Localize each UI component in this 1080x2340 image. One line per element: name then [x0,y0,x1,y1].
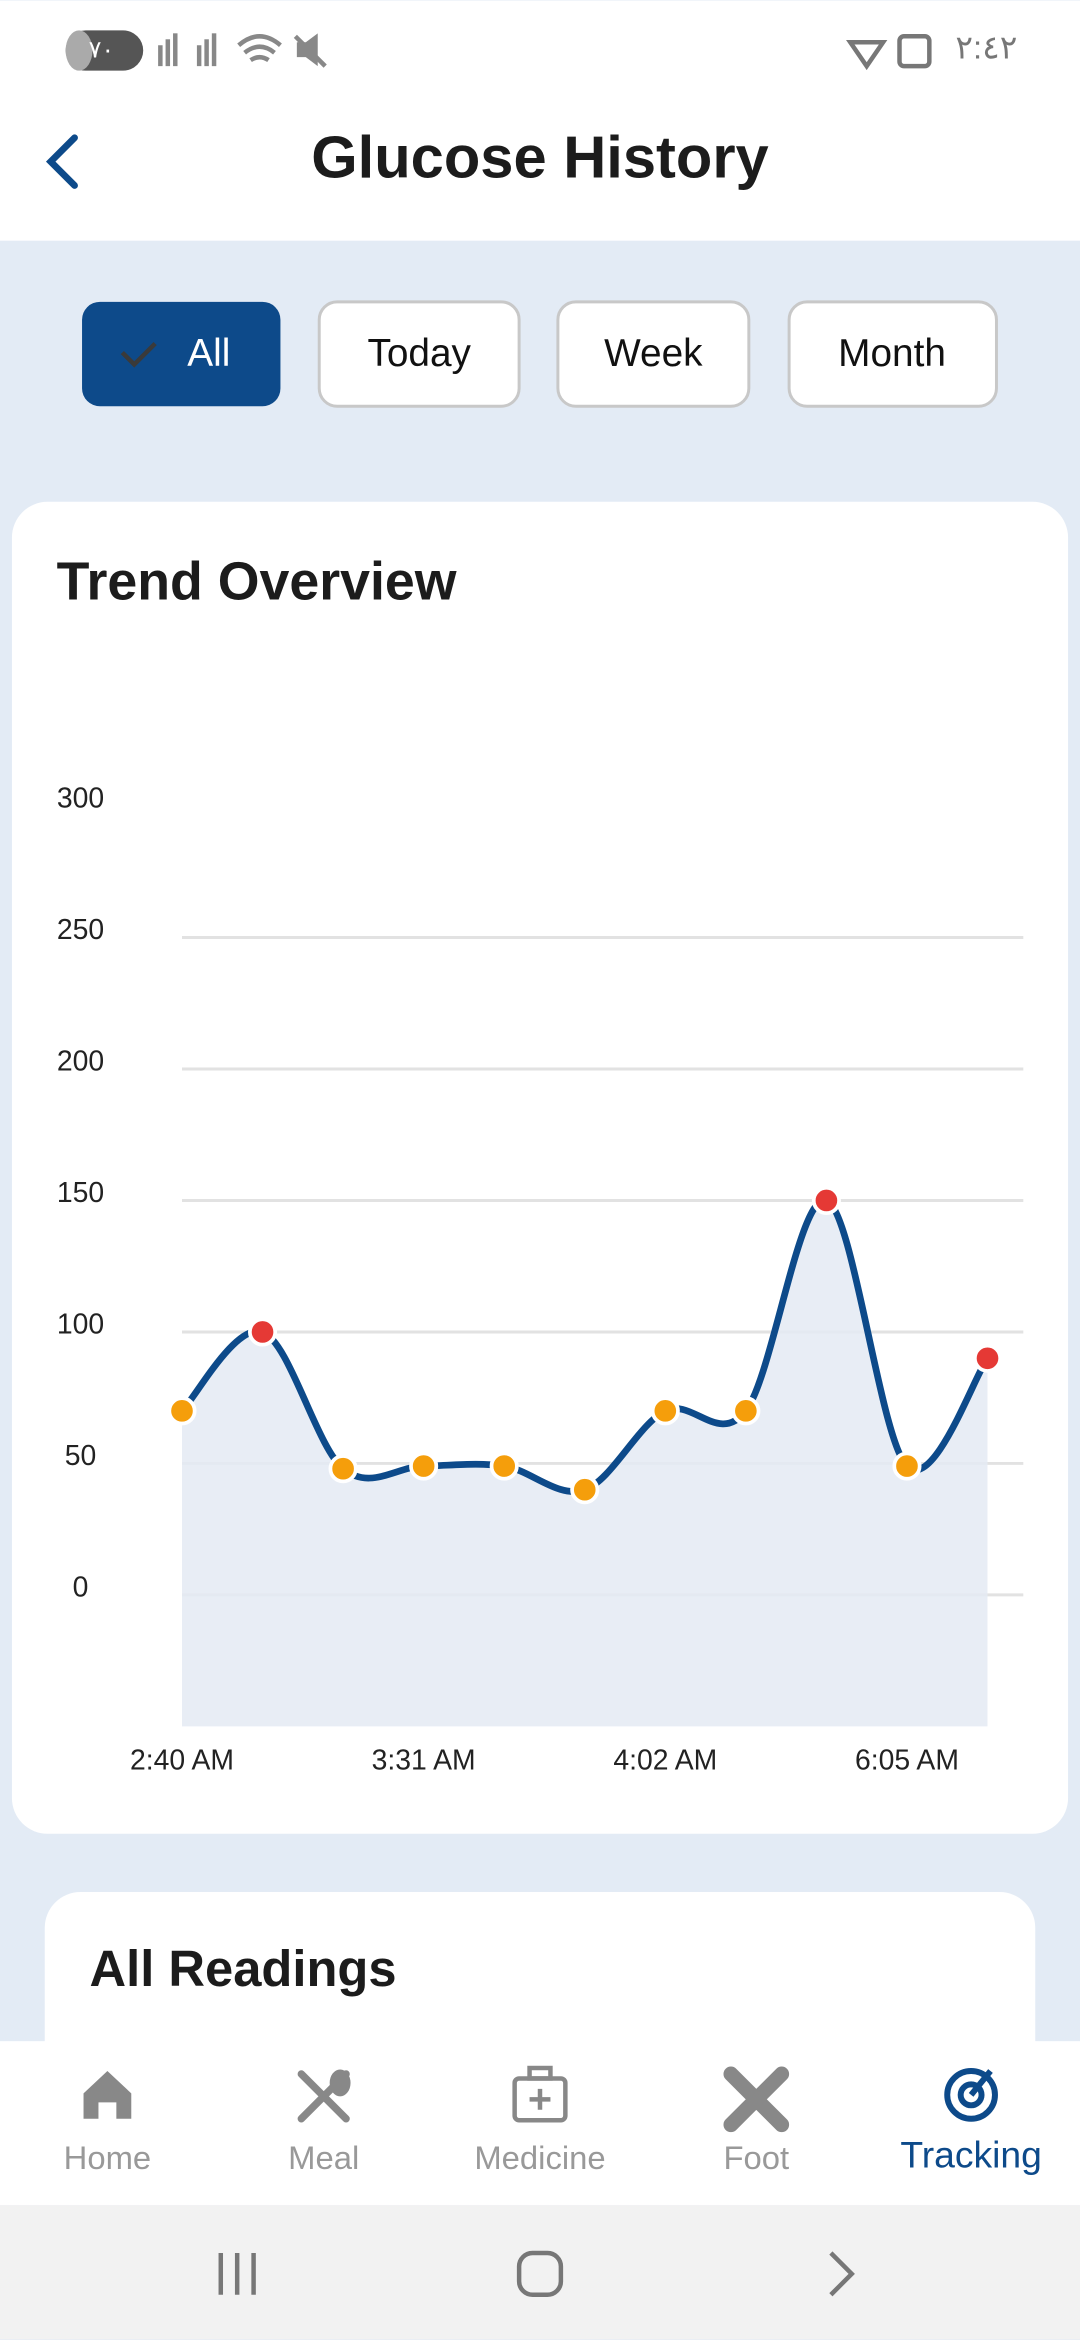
x-tick-label: 4:02 AM [613,1745,717,1777]
home-button[interactable] [516,2250,564,2297]
x-tick-label: 6:05 AM [855,1745,959,1777]
status-right-icons [846,34,932,71]
battery-level [65,30,93,71]
data-point [731,1396,761,1426]
status-time: ٢:٤٢ [955,28,1017,65]
back-button[interactable] [45,134,78,189]
filter-label: All [187,332,230,375]
filter-chip[interactable]: Week [556,300,751,408]
nav-item[interactable]: Tracking [900,2068,1042,2175]
data-point [650,1396,680,1426]
data-point [247,1317,278,1347]
area [181,1200,988,1727]
filter-label: Week [604,332,703,375]
y-tick-label: 0 [73,1571,89,1603]
y-tick-label: 100 [57,1308,104,1340]
recent-button[interactable] [218,2252,256,2295]
x-tick-label: 3:31 AM [372,1745,476,1777]
data-point [972,1343,1003,1373]
chart: 0 50 100 150 200 250 300 2:40 AM 3:31 AM 4:02 AM 6… [57,783,1024,1777]
nav-label: Tracking [900,2133,1042,2175]
nav-label: Foot [723,2139,789,2176]
y-tick-label: 50 [65,1440,97,1472]
line [179,1197,991,1495]
nav-label: Medicine [474,2139,605,2176]
x-tick-label: 2:40 AM [130,1745,234,1777]
data-point [167,1396,197,1426]
y-tick-label: 150 [57,1177,104,1209]
data-point [489,1451,519,1481]
data-point [409,1451,439,1481]
y-tick-label: 250 [57,914,104,946]
nav-label: Meal [288,2139,359,2176]
data-point [892,1451,922,1481]
nav-label: Home [64,2139,152,2176]
data-point [328,1454,358,1484]
back-system-button[interactable] [829,2251,855,2297]
page-title: Glucose History [311,123,769,190]
filter-chip[interactable]: All [82,301,281,407]
battery-text: ٧٠ [89,37,115,64]
y-tick-label: 200 [57,1046,104,1078]
nav-item[interactable]: Meal [288,2069,359,2177]
system-nav [0,2205,1080,2340]
data-point [570,1475,600,1505]
filter-chip[interactable]: Month [787,300,998,408]
filter-label: Month [838,332,946,375]
card-title: Trend Overview [57,551,457,611]
nav-item[interactable]: Home [64,2070,152,2176]
filter-label: Today [367,332,471,375]
y-tick-label: 300 [57,783,104,815]
signal-icons [158,33,327,68]
filter-chip[interactable]: Today [317,300,521,408]
nav-item[interactable]: Medicine [474,2065,606,2176]
card-title: All Readings [90,1940,397,1997]
nav-item[interactable]: Foot [723,2066,789,2176]
data-point [811,1185,841,1216]
